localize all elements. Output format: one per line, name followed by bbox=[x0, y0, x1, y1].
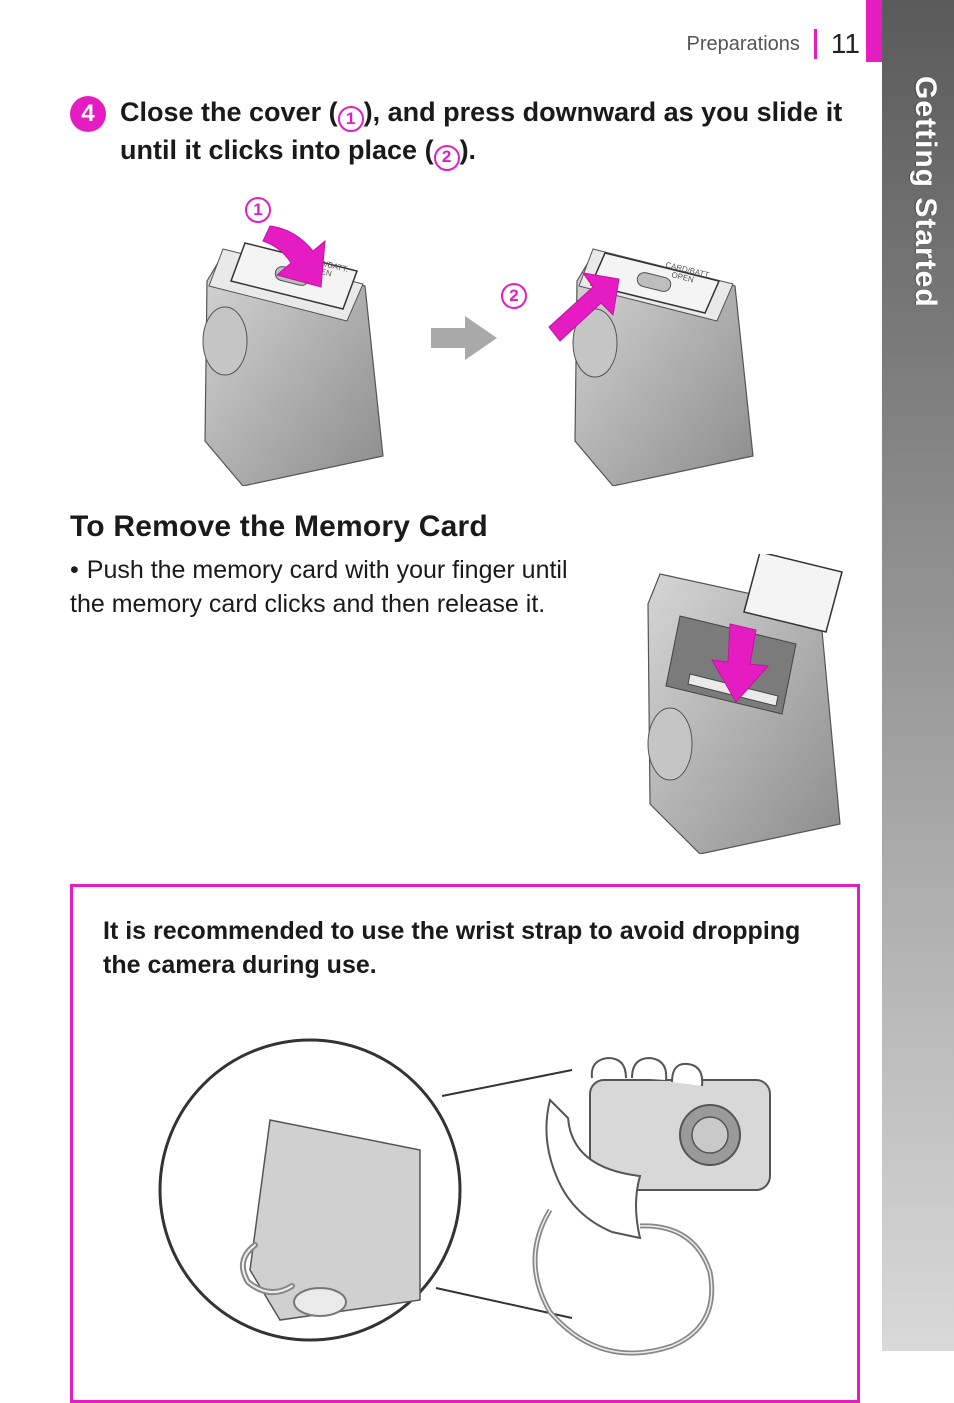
step-text-c: ). bbox=[460, 135, 477, 165]
ref-circle-2: 2 bbox=[434, 145, 460, 171]
camera-close-cover-svg: CARD/BATT. OPEN bbox=[135, 191, 425, 486]
step-badge: 4 bbox=[70, 96, 106, 132]
ref-circle-1: 1 bbox=[338, 106, 364, 132]
remove-card-text: •Push the memory card with your finger u… bbox=[70, 554, 570, 622]
illustration-slide-cover: 2 CARD/BATT. OPEN bbox=[505, 191, 795, 486]
bullet-icon: • bbox=[70, 556, 79, 584]
header-section: Preparations bbox=[687, 33, 800, 56]
callout-2: 2 bbox=[501, 283, 527, 309]
wrist-strap-svg bbox=[120, 1000, 810, 1380]
step-text-a: Close the cover ( bbox=[120, 97, 338, 127]
remove-card-svg bbox=[590, 554, 860, 854]
side-tab-label: Getting Started bbox=[908, 76, 942, 308]
illustration-close-cover: 1 bbox=[135, 191, 425, 486]
remove-card-heading: To Remove the Memory Card bbox=[70, 510, 860, 544]
camera-slide-cover-svg: CARD/BATT. OPEN bbox=[505, 191, 795, 486]
illustration-remove-card bbox=[590, 554, 860, 854]
remove-card-body: Push the memory card with your finger un… bbox=[70, 556, 568, 618]
header-divider bbox=[814, 29, 817, 59]
note-text: It is recommended to use the wrist strap… bbox=[103, 915, 827, 983]
wrist-strap-note: It is recommended to use the wrist strap… bbox=[70, 884, 860, 1403]
arrow-icon bbox=[425, 308, 505, 368]
step-text: Close the cover (1), and press downward … bbox=[120, 94, 860, 171]
illustration-wrist-strap bbox=[103, 1000, 827, 1380]
step-4: 4 Close the cover (1), and press downwar… bbox=[70, 94, 860, 171]
content-area: Preparations 11 4 Close the cover (1), a… bbox=[70, 28, 860, 1403]
page: Getting Started Preparations 11 4 Close … bbox=[0, 0, 954, 1351]
transition-arrow bbox=[425, 308, 505, 368]
callout-1: 1 bbox=[245, 197, 271, 223]
page-number: 11 bbox=[831, 28, 860, 60]
illustration-row: 1 bbox=[70, 191, 860, 486]
remove-card-row: •Push the memory card with your finger u… bbox=[70, 554, 860, 854]
side-accent bbox=[866, 0, 882, 62]
page-header: Preparations 11 bbox=[70, 28, 860, 60]
